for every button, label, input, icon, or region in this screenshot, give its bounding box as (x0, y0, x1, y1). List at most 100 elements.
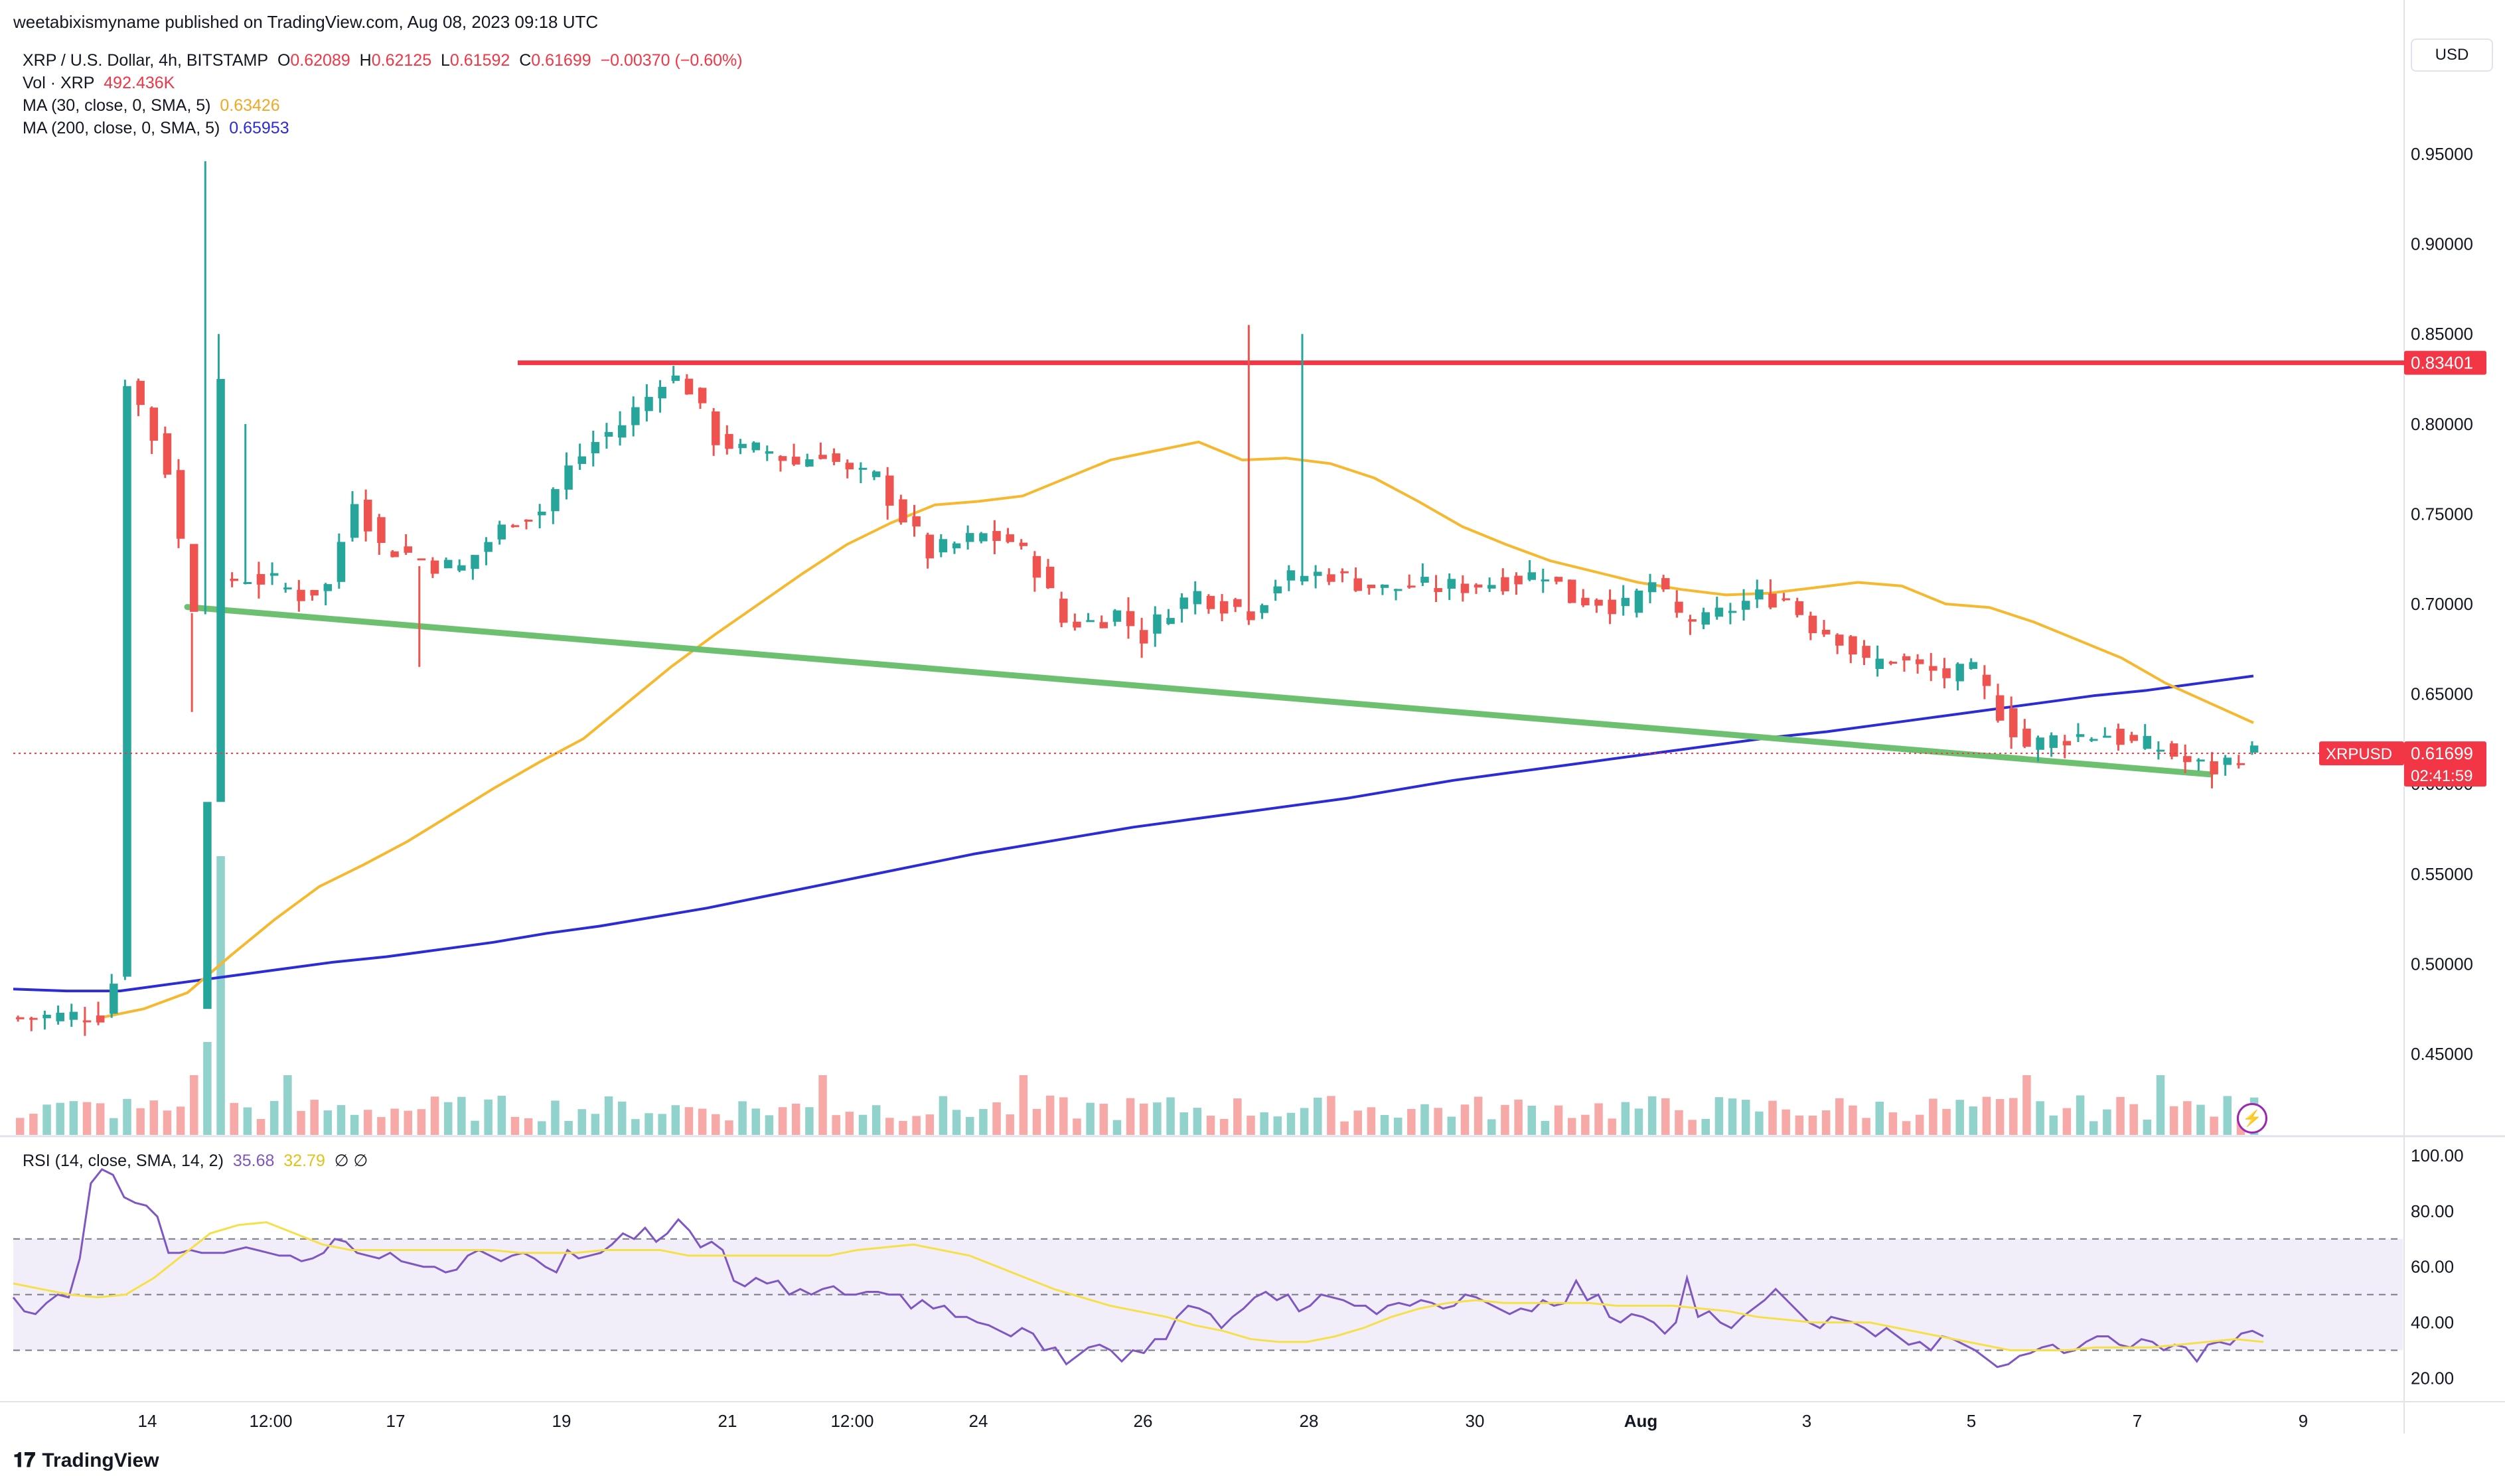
volume-bar (725, 1120, 733, 1135)
candle-body (1567, 579, 1576, 603)
volume-bar (283, 1075, 292, 1135)
volume-bar (163, 1110, 172, 1135)
volume-bar (1982, 1096, 1991, 1135)
candle-body (939, 539, 948, 553)
candle-body (216, 379, 225, 802)
volume-bar (1661, 1098, 1670, 1135)
candle-body (1581, 597, 1590, 606)
rsi-sma-value: 32.79 (283, 1151, 325, 1170)
volume-bar (524, 1118, 533, 1135)
candle-body (2062, 741, 2072, 746)
ma200-legend: MA (200, close, 0, SMA, 5) 0.65953 (23, 119, 289, 137)
change-value: −0.00370 (−0.60%) (600, 51, 743, 70)
close-value: 0.61699 (531, 51, 591, 70)
candle-body (1140, 630, 1148, 644)
candle-body (1701, 612, 1710, 625)
volume-bar (497, 1096, 506, 1135)
volume-bar (1126, 1098, 1135, 1135)
candle-body (430, 560, 439, 574)
candle-body (1527, 572, 1536, 580)
candle-body (524, 520, 533, 522)
volume-bar (698, 1108, 707, 1135)
ma200-value: 0.65953 (229, 119, 289, 137)
candle-body (243, 582, 252, 585)
candle-body (1247, 611, 1255, 621)
candle-body (1982, 674, 1991, 686)
volume-bar (1835, 1098, 1844, 1135)
candle-body (551, 488, 560, 512)
candle-body (230, 578, 238, 581)
volume-bar (1407, 1108, 1416, 1135)
volume-bar (2036, 1101, 2044, 1135)
symbol-title: XRP / U.S. Dollar, 4h, BITSTAMP (23, 51, 269, 70)
candle-body (1474, 584, 1483, 588)
candle-body (1888, 662, 1898, 664)
volume-bar (738, 1101, 747, 1135)
time-tick-label: 19 (552, 1411, 571, 1431)
candle-body (1795, 601, 1804, 615)
candle-body (885, 475, 894, 506)
volume-bar (1594, 1103, 1603, 1135)
volume-bar (1179, 1112, 1188, 1135)
volume-bar (1086, 1102, 1095, 1135)
time-tick-label: 14 (138, 1411, 157, 1431)
price-tick-label: 0.85000 (2411, 324, 2473, 344)
price-axis: 0.95000 0.90000 0.85000 0.80000 0.75000 0.700… (13, 144, 2486, 1064)
volume-bar (1581, 1114, 1590, 1135)
price-tick-label: 0.65000 (2411, 684, 2473, 704)
ma200-line (13, 674, 2254, 993)
volume-bar (337, 1105, 346, 1135)
candle-body (203, 802, 212, 1009)
candle-body (1501, 577, 1509, 591)
rsi-tick-label: 100.00 (2411, 1146, 2464, 1165)
price-tick-label: 0.90000 (2411, 234, 2473, 254)
rsi-legend: RSI (14, close, SMA, 14, 2) 35.68 32.79 … (23, 1151, 368, 1170)
volume-bar (417, 1109, 426, 1135)
candle-body (1782, 598, 1790, 601)
volume-bar (484, 1099, 493, 1135)
time-tick-label: 24 (969, 1411, 988, 1431)
volume-bar (1675, 1110, 1683, 1135)
candle-body (1219, 601, 1229, 614)
volume-bar (510, 1116, 520, 1135)
candle-body (2249, 745, 2259, 753)
candle-body (1286, 570, 1296, 581)
candle-body (283, 587, 292, 590)
candle-body (1112, 610, 1122, 622)
volume-bar (323, 1110, 333, 1135)
candle-body (443, 559, 453, 569)
volume-bar (1915, 1114, 1924, 1135)
time-tick-label: 17 (386, 1411, 406, 1431)
volume-bar (1273, 1116, 1282, 1135)
volume-bar (899, 1120, 907, 1135)
candle-body (1073, 621, 1081, 628)
resistance-price-tag (2404, 350, 2486, 375)
candle-body (1166, 618, 1175, 625)
volume-bar (1219, 1118, 1229, 1135)
volume-bar (791, 1103, 800, 1135)
candle-body (2022, 728, 2031, 747)
candle-body (1045, 566, 1055, 589)
volume-bar (136, 1108, 145, 1135)
candle-body (2089, 739, 2098, 741)
candle-body (269, 573, 279, 576)
candle-body (591, 442, 600, 453)
candle-body (2103, 735, 2111, 738)
countdown-label: 02:41:59 (2411, 767, 2472, 785)
candle-body (1862, 646, 1870, 658)
currency-button[interactable]: USD (2411, 38, 2493, 72)
volume-bar (297, 1110, 305, 1135)
price-tick-label: 0.80000 (2411, 414, 2473, 434)
lightning-icon[interactable]: ⚡ (2237, 1103, 2267, 1134)
volume-bar (1501, 1104, 1509, 1135)
volume-bar (1969, 1106, 1978, 1135)
support-trendline (184, 604, 2214, 778)
candle-body (1006, 534, 1014, 542)
volume-bar (1821, 1110, 1831, 1135)
candle-body (1849, 636, 1857, 655)
volume-bar (1608, 1118, 1616, 1135)
volume-bar (56, 1102, 64, 1135)
candle-body (631, 407, 640, 425)
volume-bar (1206, 1116, 1215, 1135)
symbol-legend: XRP / U.S. Dollar, 4h, BITSTAMP O0.62089… (23, 51, 743, 70)
